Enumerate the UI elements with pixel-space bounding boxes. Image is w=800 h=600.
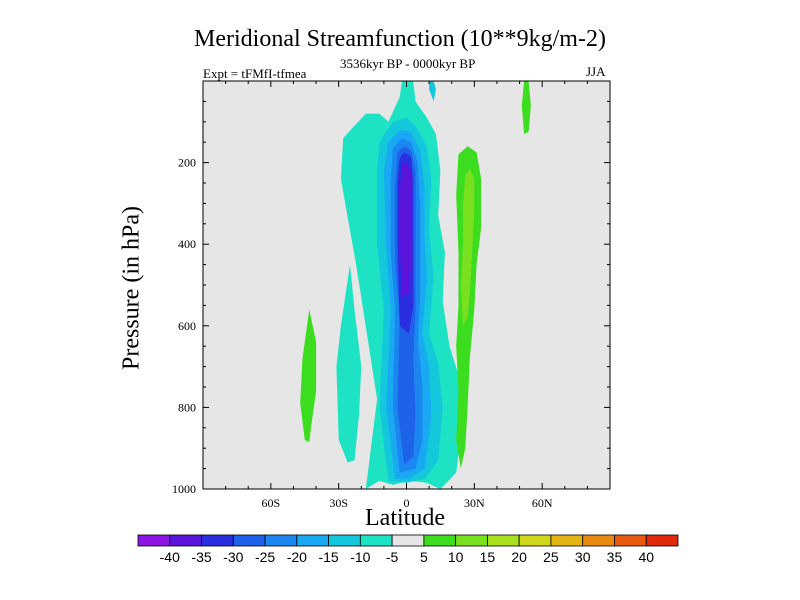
colorbar-swatch	[232, 534, 266, 547]
colorbar-swatch	[614, 534, 647, 547]
chart-title: Meridional Streamfunction (10**9kg/m-2)	[194, 26, 606, 52]
plot-axes: 60S 30S 0 30N 60N 200 400 600 800 1000	[172, 80, 611, 510]
y-tick-label: 400	[178, 237, 196, 251]
colorbar-swatch	[423, 534, 457, 547]
contour-region-11	[521, 81, 531, 134]
colorbar-label: 15	[480, 549, 496, 565]
colorbar-swatch	[264, 534, 298, 547]
colorbar-swatch	[487, 534, 520, 547]
x-tick-label: 0	[404, 496, 410, 510]
colorbar-label: -40	[160, 549, 180, 565]
colorbar-swatch	[296, 534, 329, 547]
colorbar-swatch	[359, 534, 393, 547]
colorbar-label: -30	[223, 549, 243, 565]
x-tick-label: 60N	[532, 496, 553, 510]
colorbar-swatch	[582, 534, 615, 547]
contour-region-7	[399, 162, 411, 298]
colorbar-label: 25	[543, 549, 559, 565]
colorbar-swatch	[201, 534, 234, 547]
colorbar-swatch	[455, 534, 488, 547]
colorbar-label: 5	[420, 549, 428, 565]
colorbar-label: 20	[511, 549, 527, 565]
colorbar-label: 30	[575, 549, 591, 565]
x-tick-label: 30N	[464, 496, 485, 510]
colorbar-label: -5	[386, 549, 399, 565]
colorbar-label: -20	[287, 549, 307, 565]
x-tick-label: 60S	[261, 496, 280, 510]
colorbar-swatch	[645, 534, 679, 547]
y-tick-label: 200	[178, 156, 196, 170]
colorbar: -40 -35 -30 -25 -20 -15 -10 -5 5 10 15 20 25 30 35 40	[137, 534, 679, 565]
y-tick-label: 800	[178, 400, 196, 414]
x-tick-label: 30S	[329, 496, 348, 510]
contour-region-12	[429, 81, 436, 102]
colorbar-swatch	[137, 534, 171, 547]
contour-region-8	[456, 146, 482, 469]
colorbar-label: 40	[638, 549, 654, 565]
colorbar-swatch	[518, 534, 552, 547]
colorbar-label: -10	[350, 549, 370, 565]
colorbar-label: -35	[191, 549, 211, 565]
contour-regions	[203, 81, 610, 489]
y-tick-label: 1000	[172, 482, 196, 496]
y-tick-label: 600	[178, 319, 196, 333]
x-axis-label: Latitude	[365, 505, 445, 531]
contour-region-1	[336, 264, 362, 463]
colorbar-label: -25	[255, 549, 275, 565]
colorbar-label: 10	[448, 549, 464, 565]
contour-region-10	[300, 309, 317, 443]
contour-region-9	[460, 168, 475, 326]
colorbar-label: -15	[318, 549, 338, 565]
colorbar-swatch	[550, 534, 584, 547]
colorbar-swatch	[169, 534, 202, 547]
experiment-label: Expt = tFMfI-tfmea	[203, 66, 307, 81]
season-label: JJA	[586, 64, 606, 79]
colorbar-swatch	[391, 534, 425, 547]
chart-subtitle: 3536kyr BP - 0000kyr BP	[340, 56, 476, 71]
colorbar-swatch	[328, 534, 361, 547]
colorbar-label: 35	[607, 549, 623, 565]
